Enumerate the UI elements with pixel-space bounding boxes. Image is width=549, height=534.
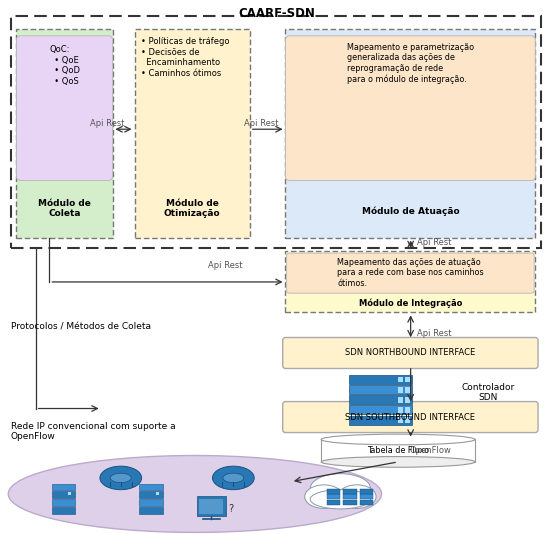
Text: Módulo de Integração: Módulo de Integração [358, 298, 462, 308]
Bar [139, 507, 163, 514]
Text: Módulo de Atuação: Módulo de Atuação [362, 206, 459, 216]
Bar [405, 377, 410, 382]
Bar [135, 29, 250, 238]
Bar [327, 489, 340, 494]
Bar [197, 496, 226, 516]
Ellipse shape [310, 490, 371, 509]
Bar [398, 407, 403, 413]
Ellipse shape [8, 456, 382, 532]
Bar [360, 489, 373, 494]
Text: Rede IP convencional com suporte a
OpenFlow: Rede IP convencional com suporte a OpenF… [11, 422, 176, 441]
Bar [398, 377, 403, 382]
Bar [349, 415, 412, 425]
FancyBboxPatch shape [287, 253, 534, 293]
Bar [285, 251, 535, 312]
FancyBboxPatch shape [283, 337, 538, 368]
Bar [405, 387, 410, 392]
Bar [321, 439, 475, 462]
Ellipse shape [223, 473, 244, 483]
Bar [343, 489, 357, 494]
Text: OpenFlow: OpenFlow [409, 446, 451, 454]
Bar [398, 387, 403, 392]
Text: SDN SOUTHBOUND INTERFACE: SDN SOUTHBOUND INTERFACE [345, 413, 475, 421]
Ellipse shape [321, 434, 475, 445]
FancyBboxPatch shape [283, 402, 538, 433]
Bar [398, 418, 403, 423]
Bar [349, 385, 412, 394]
Bar [343, 494, 357, 499]
Bar [139, 499, 163, 506]
Text: Mapeamento das ações de atuação
para a rede com base nos caminhos
ótimos.: Mapeamento das ações de atuação para a r… [337, 258, 484, 288]
Text: Tabela de Fluxo: Tabela de Fluxo [367, 446, 429, 455]
Bar [327, 494, 340, 499]
Text: QoC:
  • QoE
  • QoD
  • QoS: QoC: • QoE • QoD • QoS [49, 45, 80, 85]
Text: Controlador
SDN: Controlador SDN [461, 383, 514, 402]
Bar [139, 483, 163, 490]
Bar [285, 29, 535, 238]
Bar [52, 491, 75, 498]
Text: Api Rest: Api Rest [208, 262, 242, 270]
Text: Api Rest: Api Rest [417, 239, 452, 247]
FancyBboxPatch shape [16, 36, 113, 180]
Ellipse shape [305, 485, 343, 508]
Bar [405, 407, 410, 413]
Bar [199, 499, 223, 514]
Text: • Políticas de tráfego
• Decisões de
  Encaminhamento
• Caminhos ótimos: • Políticas de tráfego • Decisões de Enc… [141, 37, 229, 77]
Bar [52, 499, 75, 506]
Ellipse shape [321, 457, 475, 467]
Bar [327, 500, 340, 505]
Ellipse shape [212, 466, 254, 490]
Bar [156, 492, 159, 495]
Bar [360, 500, 373, 505]
Text: Api Rest: Api Rest [417, 329, 452, 338]
Bar [398, 397, 403, 403]
Ellipse shape [338, 485, 376, 508]
Text: CAARF-SDN: CAARF-SDN [239, 7, 316, 20]
Bar [343, 500, 357, 505]
Text: SDN NORTHBOUND INTERFACE: SDN NORTHBOUND INTERFACE [345, 349, 475, 357]
Text: Api Rest: Api Rest [90, 119, 124, 128]
Bar [16, 29, 113, 238]
Text: Protocolos / Métodos de Coleta: Protocolos / Métodos de Coleta [11, 323, 151, 331]
Bar [349, 395, 412, 404]
Bar [52, 507, 75, 514]
Bar [405, 418, 410, 423]
Ellipse shape [310, 474, 371, 504]
Bar [349, 405, 412, 414]
Ellipse shape [100, 466, 142, 490]
Text: Módulo de
Coleta: Módulo de Coleta [38, 199, 91, 218]
Ellipse shape [110, 473, 131, 483]
Text: Mapeamento e parametrização
generalizada das ações de
reprogramação de rede
para: Mapeamento e parametrização generalizada… [347, 43, 474, 83]
Bar [52, 483, 75, 490]
Bar [405, 397, 410, 403]
Text: Módulo de
Otimização: Módulo de Otimização [164, 199, 221, 218]
Bar [349, 375, 412, 384]
Bar [68, 492, 71, 495]
Bar [360, 494, 373, 499]
Text: Api Rest: Api Rest [244, 119, 278, 128]
Bar [139, 491, 163, 498]
FancyBboxPatch shape [285, 36, 535, 180]
Bar [11, 16, 541, 248]
Text: ?: ? [228, 504, 233, 514]
